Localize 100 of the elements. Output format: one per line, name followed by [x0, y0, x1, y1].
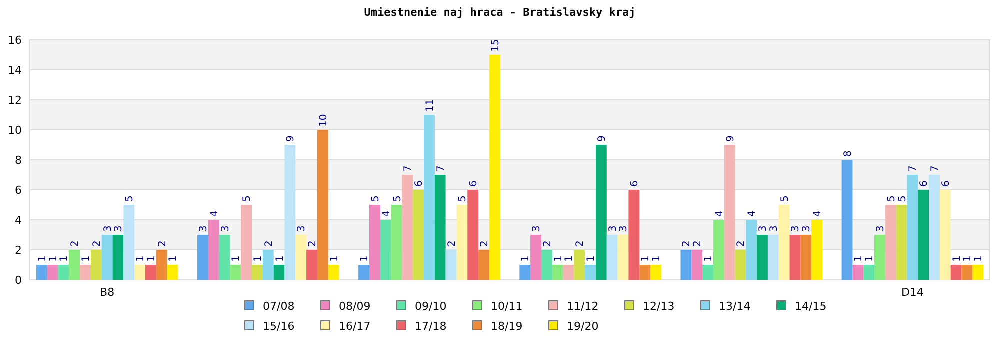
data-label: 3	[114, 226, 125, 232]
data-label: 9	[725, 136, 736, 142]
y-tick-label: 8	[15, 154, 22, 167]
bar	[929, 175, 940, 280]
bar	[134, 265, 146, 280]
data-label: 1	[864, 256, 876, 262]
data-label: 5	[886, 196, 898, 202]
y-tick-label: 10	[8, 124, 22, 137]
data-label: 5	[780, 196, 791, 202]
bar	[284, 145, 296, 280]
data-label: 7	[908, 166, 920, 172]
legend-label: 10/11	[491, 300, 523, 313]
y-tick-label: 14	[8, 64, 22, 77]
data-label: 1	[360, 256, 371, 262]
bar	[918, 190, 930, 280]
bar	[124, 205, 135, 280]
bar	[413, 190, 424, 280]
bar	[713, 220, 724, 280]
data-label: 7	[930, 166, 941, 172]
x-tick-label: D14	[901, 286, 924, 299]
bar	[102, 235, 113, 280]
x-tick-label: B8	[100, 286, 115, 299]
bar	[317, 130, 328, 280]
bar	[391, 205, 402, 280]
bar	[585, 265, 596, 280]
chart-title: Umiestnenie naj hraca - Bratislavsky kraj	[364, 6, 636, 19]
legend-label: 08/09	[339, 300, 371, 313]
bar	[874, 235, 886, 280]
data-label: 1	[37, 256, 48, 262]
data-label: 1	[81, 256, 92, 262]
data-label: 1	[274, 256, 286, 262]
bar	[541, 250, 552, 280]
data-label: 3	[875, 226, 886, 232]
bar	[424, 115, 435, 280]
data-label: 15	[490, 39, 502, 52]
bar	[618, 235, 629, 280]
data-label: 3	[198, 226, 210, 232]
legend-label: 09/10	[415, 300, 447, 313]
data-label: 2	[542, 240, 554, 247]
bar	[885, 205, 896, 280]
bar	[90, 250, 102, 280]
data-label: 3	[790, 226, 802, 232]
bar	[552, 265, 564, 280]
bar	[478, 250, 490, 280]
data-label: 3	[618, 226, 630, 232]
data-label: 6	[940, 180, 952, 187]
bar	[58, 265, 70, 280]
legend-label: 14/15	[795, 300, 827, 313]
data-label: 9	[596, 136, 608, 142]
bar	[907, 175, 918, 280]
data-label: 1	[146, 256, 158, 262]
data-label: 1	[520, 256, 532, 262]
data-label: 3	[608, 226, 619, 232]
bar	[208, 220, 220, 280]
bar	[606, 235, 618, 280]
data-label: 1	[974, 256, 985, 262]
bar	[47, 265, 58, 280]
legend-label: 13/14	[719, 300, 751, 313]
bar	[972, 265, 984, 280]
bar	[241, 205, 252, 280]
data-label: 2	[157, 240, 168, 247]
data-label: 1	[231, 256, 242, 262]
data-label: 2	[92, 240, 103, 247]
data-label: 2	[70, 240, 82, 247]
bar	[156, 250, 168, 280]
bar	[940, 190, 951, 280]
bar	[369, 205, 380, 280]
y-tick-label: 0	[15, 274, 22, 287]
data-label: 1	[640, 256, 652, 262]
data-label: 4	[812, 210, 824, 217]
y-tick-label: 12	[8, 94, 22, 107]
data-label: 6	[630, 180, 641, 187]
bar	[252, 265, 263, 280]
legend-label: 16/17	[339, 320, 371, 333]
data-label: 5	[124, 196, 136, 202]
data-label: 6	[468, 180, 480, 187]
data-label: 2	[682, 240, 693, 247]
data-label: 1	[48, 256, 60, 262]
data-label: 3	[768, 226, 780, 232]
data-label: 1	[553, 256, 564, 262]
data-label: 3	[758, 226, 770, 232]
bar	[864, 265, 875, 280]
data-label: 4	[714, 210, 726, 217]
data-label: 3	[802, 226, 813, 232]
bar	[757, 235, 768, 280]
data-label: 1	[252, 256, 264, 262]
bar	[198, 235, 208, 280]
data-label: 1	[59, 256, 70, 262]
bar	[962, 265, 973, 280]
data-label: 7	[403, 166, 414, 172]
bar	[262, 250, 274, 280]
data-label: 4	[209, 210, 220, 217]
data-label: 1	[168, 256, 180, 262]
data-label: 3	[220, 226, 232, 232]
bar	[650, 265, 662, 280]
bar	[768, 235, 779, 280]
bar	[530, 235, 542, 280]
data-label: 4	[381, 210, 392, 217]
bar	[230, 265, 242, 280]
bar	[446, 250, 457, 280]
